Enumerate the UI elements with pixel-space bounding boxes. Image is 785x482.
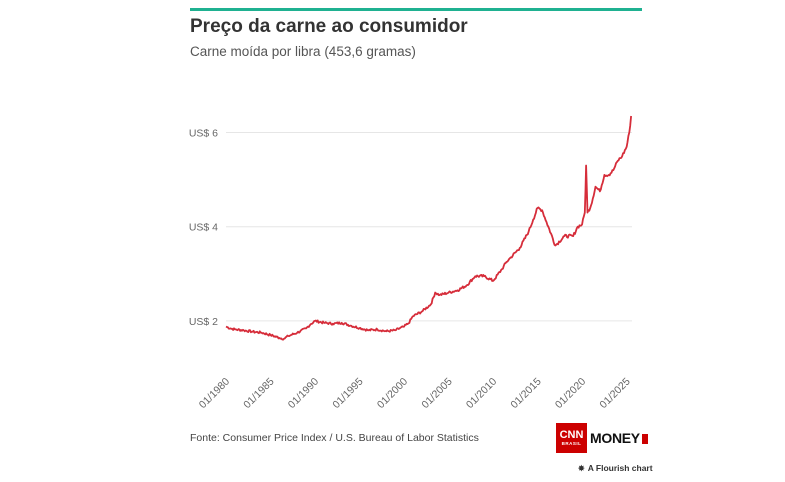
cnn-logo-text: CNN — [559, 428, 584, 441]
x-tick-label: 01/2020 — [553, 376, 588, 411]
x-tick-label: 01/2010 — [464, 376, 499, 411]
y-tick-label: US$ 4 — [189, 222, 218, 234]
chart-title: Preço da carne ao consumidor — [190, 16, 468, 37]
cnn-logo-subtext: BRASIL — [561, 440, 582, 446]
y-tick-label: US$ 2 — [189, 316, 218, 328]
money-bar-icon — [641, 434, 648, 444]
money-logo-text: MONEY — [590, 430, 648, 446]
y-axis-ticks: US$ 2 US$ 4 US$ 6 — [189, 128, 218, 328]
x-tick-label: 01/2000 — [375, 376, 410, 411]
grid-lines — [226, 132, 632, 322]
source-note: Fonte: Consumer Price Index / U.S. Burea… — [190, 432, 479, 444]
y-tick-label: US$ 6 — [189, 128, 218, 140]
chart-subtitle: Carne moída por libra (453,6 gramas) — [190, 44, 416, 59]
x-tick-label: 01/1980 — [197, 376, 232, 411]
flourish-credit[interactable]: ✸ A Flourish chart — [578, 463, 653, 473]
x-tick-label: 01/1985 — [241, 376, 276, 411]
flourish-logo-icon: ✸ — [578, 464, 585, 473]
top-accent-bar — [190, 8, 642, 11]
money-logo-label: MONEY — [590, 430, 640, 446]
series-line-beef-price — [225, 115, 632, 341]
x-tick-label: 01/2015 — [508, 376, 543, 411]
x-tick-label: 01/1990 — [286, 376, 321, 411]
flourish-label: A Flourish chart — [587, 463, 653, 473]
cnn-money-logo: CNN BRASIL MONEY — [556, 423, 648, 453]
series-lines — [225, 115, 632, 341]
x-tick-label: 01/2025 — [597, 376, 632, 411]
x-tick-label: 01/2005 — [419, 376, 454, 411]
x-axis-ticks: 01/1980 01/1985 01/1990 01/1995 01/2000 01/20… — [197, 376, 633, 411]
x-tick-label: 01/1995 — [330, 376, 365, 411]
cnn-brasil-logo: CNN BRASIL — [556, 423, 587, 453]
